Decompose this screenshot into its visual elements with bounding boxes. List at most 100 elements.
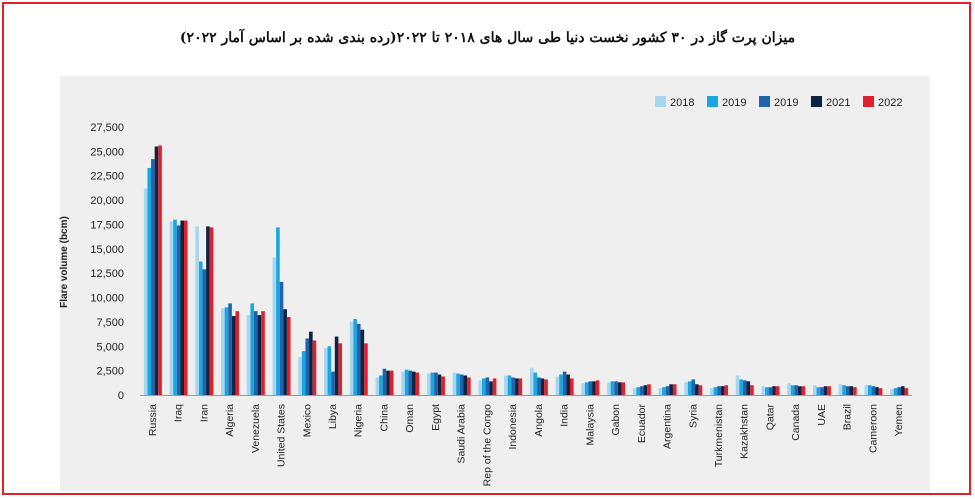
bar [286, 317, 291, 395]
bar [209, 227, 214, 395]
bar [750, 385, 754, 395]
bar [356, 323, 361, 395]
bar [537, 377, 541, 395]
bar [812, 385, 817, 395]
bar [540, 378, 545, 395]
bar [379, 375, 383, 395]
y-tick-label: 12,500 [90, 268, 124, 280]
bar [713, 387, 718, 395]
bar [334, 336, 339, 395]
bar [724, 385, 728, 395]
bar [169, 221, 174, 395]
bar [338, 343, 342, 395]
x-tick-label: UAE [816, 404, 828, 426]
bar [875, 387, 879, 395]
bar [529, 367, 534, 395]
bar [838, 384, 843, 395]
bar [386, 370, 390, 395]
bar [228, 303, 232, 395]
bar [636, 387, 640, 395]
bar [459, 374, 464, 395]
x-tick-label: Iraq [173, 404, 185, 422]
bar [360, 329, 365, 395]
bar [787, 383, 791, 395]
y-tick-label: 2,500 [96, 366, 124, 378]
bar [467, 377, 471, 395]
y-tick-label: 5,000 [96, 341, 124, 353]
y-tick-label: 0 [118, 390, 124, 402]
x-tick-label: Mexico [301, 404, 313, 437]
bar [595, 380, 600, 395]
bar [202, 269, 207, 395]
x-tick-label: Turkmenistan [713, 404, 725, 467]
bar [533, 372, 538, 395]
bar [849, 386, 854, 395]
bar [221, 308, 225, 395]
bar [562, 371, 567, 395]
bar [588, 381, 593, 395]
bar [864, 385, 868, 395]
x-tick-label: Nigeria [353, 404, 365, 437]
x-tick-label: Yemen [893, 404, 905, 436]
bar [871, 386, 876, 395]
bar [904, 388, 909, 395]
bar [566, 374, 570, 395]
bar [695, 384, 699, 395]
bar [610, 381, 615, 395]
bar [257, 315, 262, 395]
x-axis: Russia Iraq Iran Algeria Venezuela United Sta… [140, 395, 912, 486]
bar [842, 385, 846, 395]
bar [173, 219, 177, 395]
bar [511, 377, 515, 395]
x-tick-label: Qatar [764, 404, 776, 431]
x-tick-label: Iran [198, 404, 210, 422]
bar [261, 311, 265, 395]
legend-label: 2019 [722, 97, 746, 109]
bar [195, 226, 199, 395]
bar [687, 381, 692, 395]
legend-swatch [759, 96, 770, 107]
x-tick-label: Indonesia [507, 404, 519, 450]
bar [231, 316, 236, 395]
y-axis: 27,500 25,000 22,500 20,000 17,500 15,000 12,5… [90, 122, 124, 402]
bar [897, 387, 901, 395]
bar [900, 386, 905, 395]
bar [794, 385, 798, 395]
bar [739, 379, 743, 395]
bar [518, 378, 523, 395]
bar [349, 321, 354, 395]
x-tick-label: Kazakhstan [739, 404, 751, 459]
bar [658, 388, 663, 395]
y-tick-label: 25,000 [90, 146, 124, 158]
legend: 2018 2019 2019 2021 2022 [655, 96, 902, 109]
bar [147, 167, 152, 395]
bar [224, 307, 229, 395]
bar [272, 257, 277, 395]
x-tick-label: Rep of the Congo [481, 404, 493, 486]
bar [154, 146, 159, 395]
bar [492, 378, 497, 395]
bar [717, 386, 721, 395]
bar [389, 370, 394, 395]
bar [816, 387, 821, 395]
bar [434, 372, 438, 395]
bar [878, 388, 883, 395]
bar [478, 380, 482, 395]
bar [643, 385, 648, 395]
bar [584, 382, 589, 395]
y-tick-label: 10,000 [90, 293, 124, 305]
x-tick-label: Ecuador [636, 403, 648, 443]
y-tick-label: 17,500 [90, 219, 124, 231]
x-tick-label: Cameroon [867, 404, 879, 453]
bar [507, 375, 512, 395]
bar [485, 377, 490, 395]
bar [555, 376, 560, 395]
bar [672, 384, 677, 395]
bar [768, 387, 773, 395]
bar [691, 379, 696, 395]
bar [456, 373, 460, 395]
x-tick-label: Venezuela [250, 404, 262, 453]
bar [790, 385, 795, 395]
bar [353, 318, 357, 395]
bar [684, 382, 688, 395]
